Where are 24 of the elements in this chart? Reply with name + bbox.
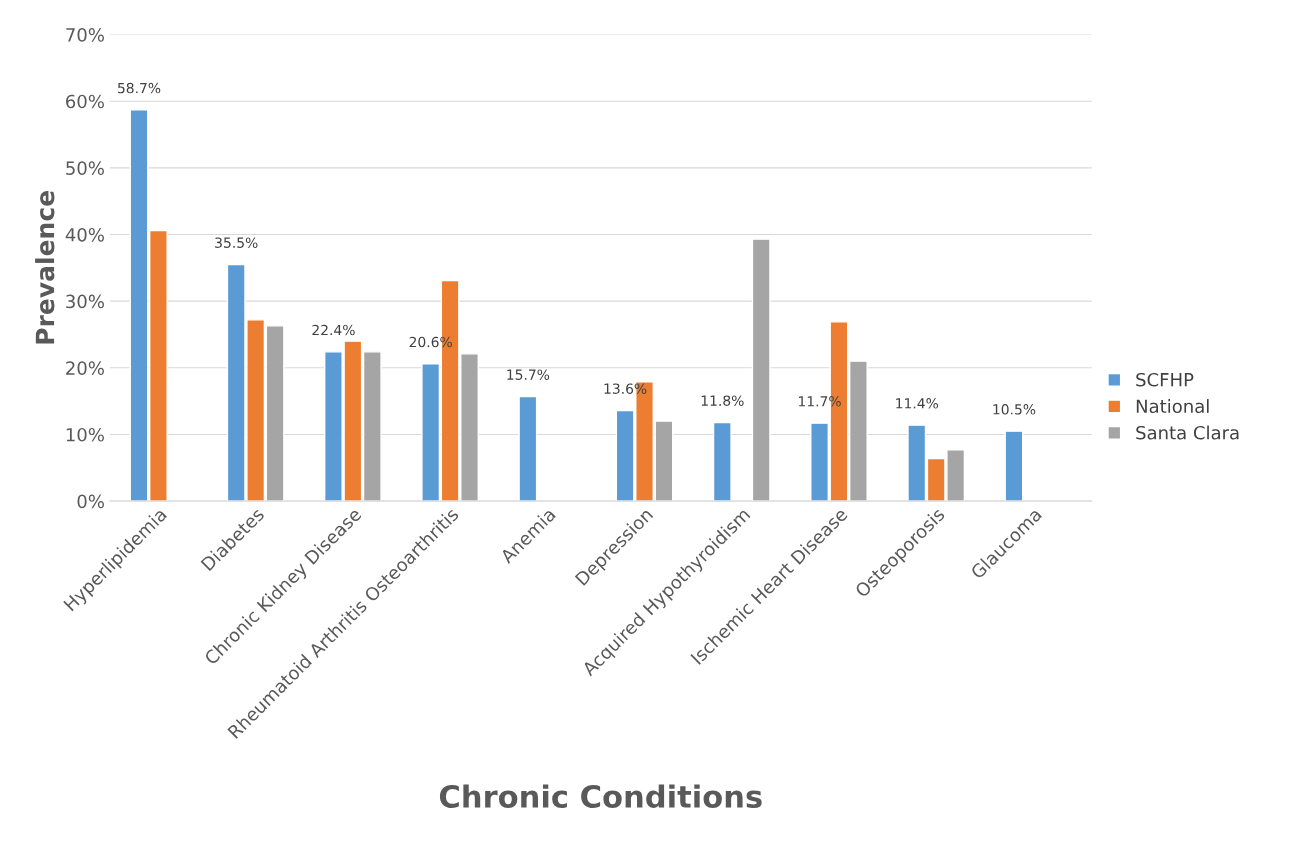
bar	[518, 395, 538, 502]
y-tick-label: 50%	[66, 161, 104, 175]
y-tick-label: 20%	[66, 361, 104, 375]
data-label: 10.5%	[993, 404, 1036, 415]
legend-label: Santa Clara	[1136, 425, 1239, 440]
data-label: 11.4%	[896, 398, 939, 409]
y-tick-label: 40%	[65, 227, 104, 242]
y-tick-label: 10%	[66, 427, 104, 442]
y-axis-title: Prevalence	[35, 191, 55, 344]
data-label: 58.7%	[118, 82, 161, 94]
bar	[751, 238, 771, 502]
y-tick-label: 70%	[66, 28, 104, 42]
data-label: 11.8%	[701, 395, 744, 406]
x-axis-title: Chronic Conditions	[439, 784, 762, 809]
data-label: 35.5%	[215, 237, 258, 248]
y-tick-label: 60%	[66, 94, 104, 109]
data-label: 22.4%	[312, 324, 355, 336]
y-tick-label: 0%	[77, 494, 104, 509]
legend-label: National	[1136, 399, 1209, 414]
legend-label: SCFHP	[1136, 372, 1194, 387]
data-label: 15.7%	[507, 369, 550, 380]
y-tick-label: 30%	[66, 294, 104, 309]
bar	[1004, 430, 1024, 502]
bar	[712, 421, 732, 502]
